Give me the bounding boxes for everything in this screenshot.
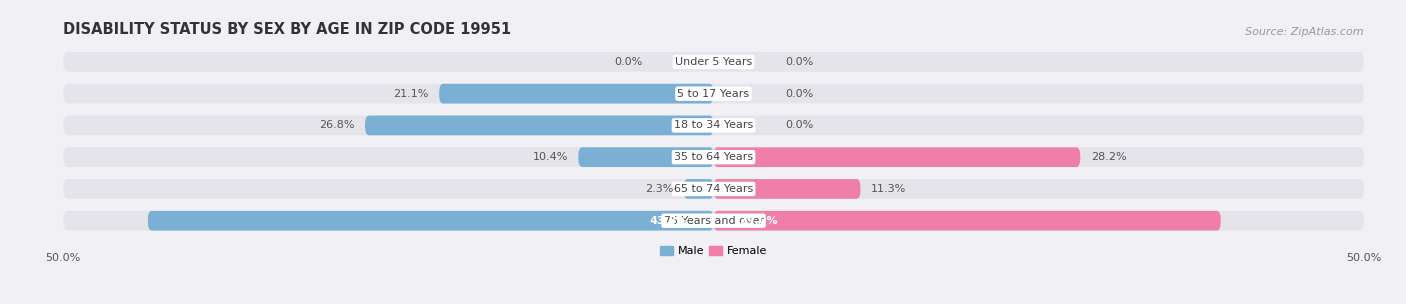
Text: 43.5%: 43.5% bbox=[650, 216, 688, 226]
Text: Source: ZipAtlas.com: Source: ZipAtlas.com bbox=[1246, 27, 1364, 37]
Text: 0.0%: 0.0% bbox=[614, 57, 643, 67]
FancyBboxPatch shape bbox=[148, 211, 713, 230]
Text: 0.0%: 0.0% bbox=[785, 57, 813, 67]
FancyBboxPatch shape bbox=[63, 211, 1364, 230]
Text: 28.2%: 28.2% bbox=[1091, 152, 1126, 162]
FancyBboxPatch shape bbox=[63, 84, 1364, 103]
FancyBboxPatch shape bbox=[439, 84, 713, 103]
FancyBboxPatch shape bbox=[683, 179, 713, 199]
Legend: Male, Female: Male, Female bbox=[655, 241, 772, 261]
Text: 65 to 74 Years: 65 to 74 Years bbox=[673, 184, 754, 194]
FancyBboxPatch shape bbox=[578, 147, 713, 167]
Text: 11.3%: 11.3% bbox=[870, 184, 905, 194]
Text: 0.0%: 0.0% bbox=[785, 120, 813, 130]
Text: 26.8%: 26.8% bbox=[319, 120, 354, 130]
FancyBboxPatch shape bbox=[63, 147, 1364, 167]
Text: DISABILITY STATUS BY SEX BY AGE IN ZIP CODE 19951: DISABILITY STATUS BY SEX BY AGE IN ZIP C… bbox=[63, 22, 512, 37]
Text: 5 to 17 Years: 5 to 17 Years bbox=[678, 89, 749, 99]
FancyBboxPatch shape bbox=[366, 116, 713, 135]
Text: 75 Years and over: 75 Years and over bbox=[664, 216, 763, 226]
Text: 39.0%: 39.0% bbox=[740, 216, 778, 226]
FancyBboxPatch shape bbox=[63, 179, 1364, 199]
Text: 35 to 64 Years: 35 to 64 Years bbox=[673, 152, 754, 162]
Text: 18 to 34 Years: 18 to 34 Years bbox=[673, 120, 754, 130]
Text: 0.0%: 0.0% bbox=[785, 89, 813, 99]
FancyBboxPatch shape bbox=[713, 211, 1220, 230]
Text: Under 5 Years: Under 5 Years bbox=[675, 57, 752, 67]
FancyBboxPatch shape bbox=[63, 52, 1364, 72]
FancyBboxPatch shape bbox=[63, 116, 1364, 135]
FancyBboxPatch shape bbox=[713, 179, 860, 199]
Text: 10.4%: 10.4% bbox=[533, 152, 568, 162]
Text: 2.3%: 2.3% bbox=[645, 184, 673, 194]
Text: 21.1%: 21.1% bbox=[394, 89, 429, 99]
FancyBboxPatch shape bbox=[713, 147, 1080, 167]
